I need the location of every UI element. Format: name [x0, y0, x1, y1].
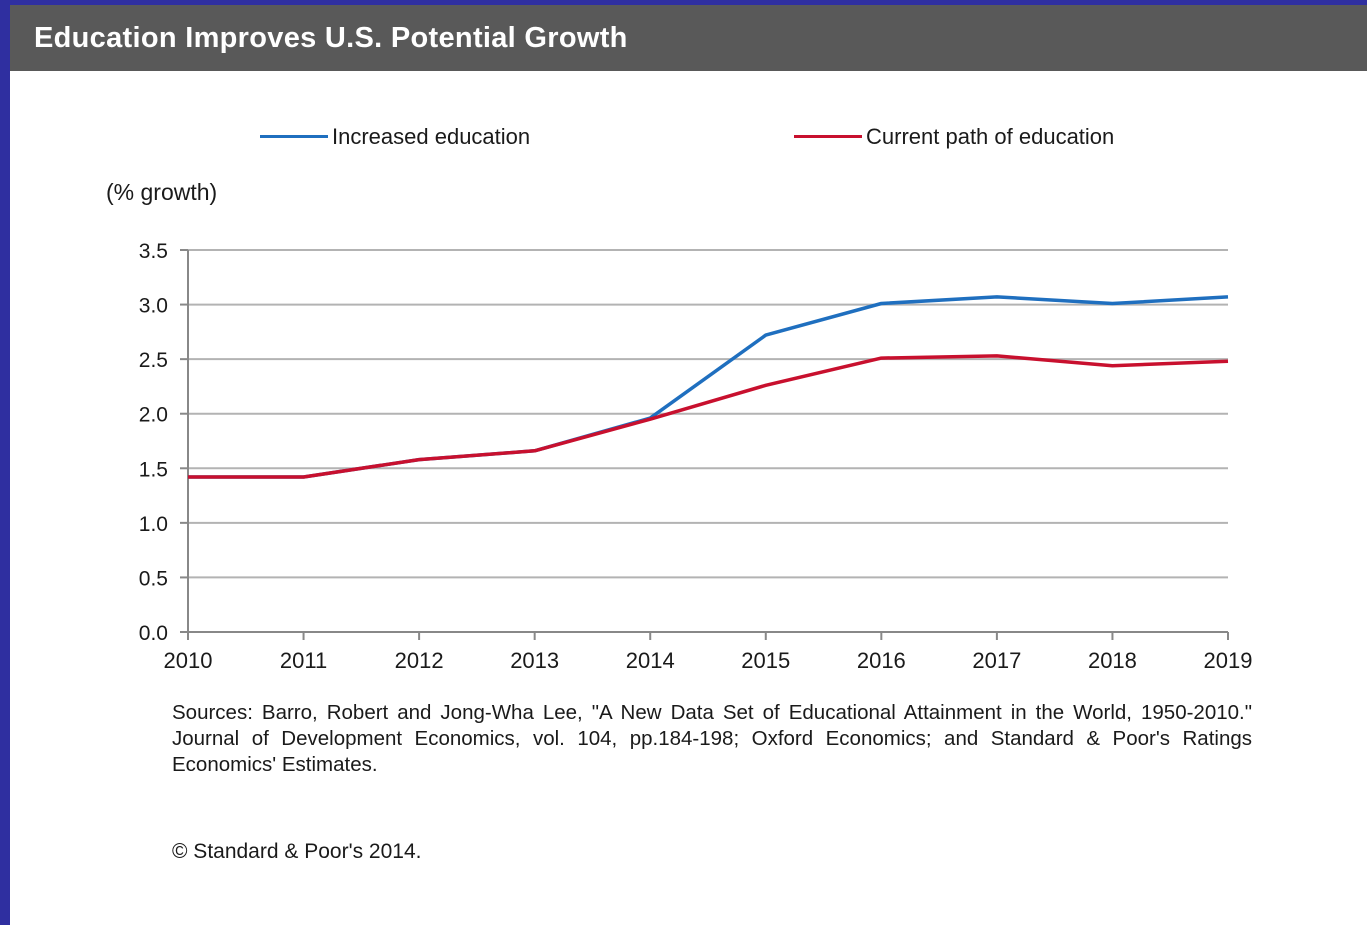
y-tick-label: 1.5 [139, 458, 168, 481]
line-chart: 0.0 0.5 1.0 1.5 2.0 2.5 3.0 3.5 2010 2011 2012 2013… [139, 240, 1253, 673]
x-tick-label: 2015 [741, 648, 790, 673]
y-tick-label: 3.5 [139, 240, 168, 263]
legend-label-increased-education: Increased education [332, 124, 531, 149]
y-tick-label: 3.0 [139, 295, 168, 318]
legend-item-current-path: Current path of education [794, 125, 1114, 149]
x-tick-label: 2011 [280, 648, 327, 673]
x-tick-label: 2016 [857, 648, 906, 673]
legend-label-current-path: Current path of education [866, 124, 1115, 149]
legend-item-increased-education: Increased education [260, 125, 530, 149]
x-tick-label: 2018 [1088, 648, 1137, 673]
y-tick-label: 0.0 [139, 622, 168, 645]
legend-swatch-current-path [794, 134, 862, 138]
y-tick-label: 1.0 [139, 513, 168, 536]
series-line-current-path [188, 354, 1229, 479]
legend-swatch-increased-education [260, 134, 328, 138]
chart-title: Education Improves U.S. Potential Growth [10, 5, 1367, 71]
sources-note: Sources: Barro, Robert and Jong-Wha Lee,… [172, 701, 1252, 776]
y-tick-label: 2.0 [139, 404, 168, 427]
x-tick-label: 2013 [510, 648, 559, 673]
y-tick-label: 2.5 [139, 349, 168, 372]
x-tick-label: 2010 [164, 648, 213, 673]
chart-panel: Education Improves U.S. Potential Growth… [10, 5, 1367, 925]
y-axis-label: (% growth) [106, 179, 218, 205]
x-tick-label: 2019 [1204, 648, 1253, 673]
x-tick-label: 2012 [395, 648, 444, 673]
y-tick-label: 0.5 [139, 567, 168, 590]
x-tick-label: 2017 [972, 648, 1021, 673]
x-tick-label: 2014 [626, 648, 675, 673]
copyright-note: © Standard & Poor's 2014. [172, 840, 422, 863]
series-line-increased-education [188, 295, 1229, 479]
